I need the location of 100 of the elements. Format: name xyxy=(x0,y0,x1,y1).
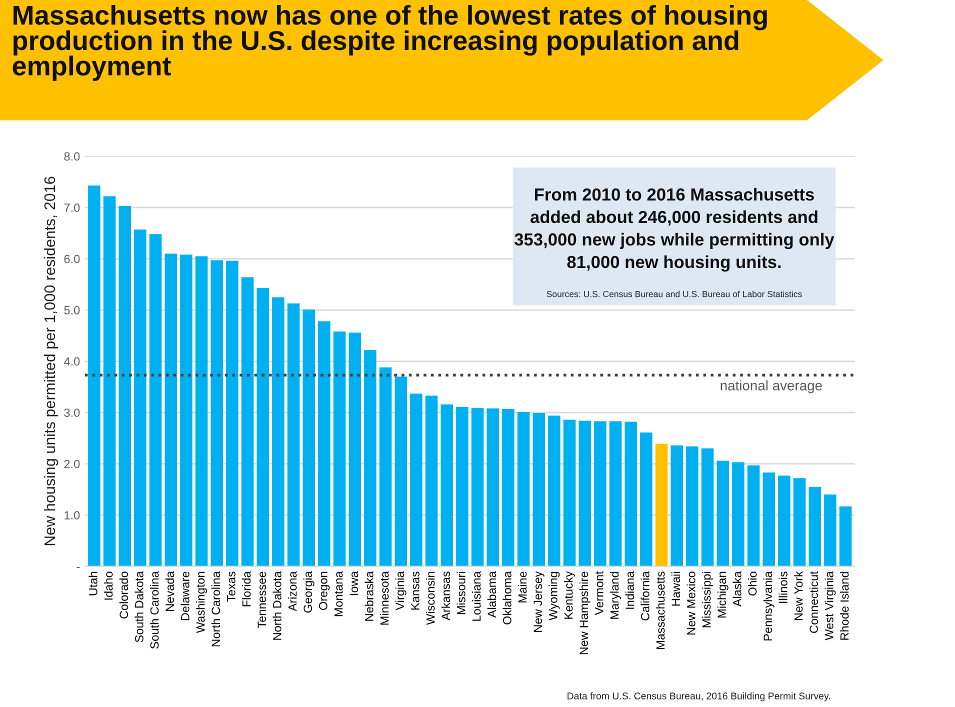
bar xyxy=(732,462,744,566)
x-tick-label: Alaska xyxy=(732,571,742,607)
x-tick-label: New Hampshire xyxy=(579,572,590,654)
y-tick-label: 5.0 xyxy=(64,306,80,314)
bar xyxy=(195,256,208,566)
x-tick-label: Hawaii xyxy=(671,572,680,606)
bar xyxy=(471,408,484,566)
x-tick-label: Florida xyxy=(242,571,251,606)
x-tick-label: Nebraska xyxy=(364,571,374,621)
x-tick-label: Washington xyxy=(196,572,208,634)
bar xyxy=(333,332,346,566)
bar xyxy=(578,420,591,566)
bar xyxy=(563,420,576,566)
bar xyxy=(134,230,146,566)
bar xyxy=(701,448,714,566)
x-tick-label: Tennessee xyxy=(258,572,266,628)
x-tick-label: Idaho xyxy=(104,572,113,600)
bar xyxy=(640,432,652,566)
annotation: From 2010 to 2016 Massachusetts added about 246,000 residents and 353,000 new jobs while permitting only 81,000 new housing units. xyxy=(514,188,834,272)
bar xyxy=(824,494,836,566)
bar xyxy=(609,421,622,566)
bar xyxy=(655,444,668,566)
bar xyxy=(149,234,162,566)
x-tick-label: California xyxy=(640,571,650,620)
bar xyxy=(180,254,192,566)
x-tick-label: Delaware xyxy=(180,572,190,620)
x-tick-label: Wyoming xyxy=(548,572,560,620)
x-tick-label: Maryland xyxy=(610,572,622,619)
bar xyxy=(103,196,116,566)
bar xyxy=(88,185,100,566)
bar xyxy=(318,321,330,566)
x-tick-label: Connecticut xyxy=(809,571,818,633)
x-tick-label: Vermont xyxy=(595,571,604,616)
x-tick-label: Texas xyxy=(227,572,236,602)
x-tick-label: South Dakota xyxy=(134,571,144,642)
x-tick-label: Utah xyxy=(88,572,98,596)
bar xyxy=(348,332,361,566)
x-tick-label: Louisiana xyxy=(472,571,481,621)
x-tick-label: Illinois xyxy=(778,572,788,603)
bar xyxy=(226,260,238,566)
bar xyxy=(716,460,729,566)
bar xyxy=(762,472,775,566)
x-tick-label: Ohio xyxy=(748,572,757,596)
x-tick-label: Arkansas xyxy=(441,572,450,620)
x-tick-label: Indiana xyxy=(625,571,634,609)
bar xyxy=(778,476,790,566)
y-tick-label: 1.0 xyxy=(64,511,80,520)
x-tick-label: Kentucky xyxy=(564,571,576,619)
x-tick-label: Rhode Island xyxy=(840,572,849,640)
y-tick-label: 2.0 xyxy=(64,460,80,468)
bar xyxy=(302,310,315,566)
bar xyxy=(364,350,376,566)
bar xyxy=(379,367,392,566)
y-tick-label: 3.0 xyxy=(64,408,80,417)
x-tick-label: Arizona xyxy=(288,571,297,612)
x-tick-label: South Carolina xyxy=(150,571,159,649)
x-tick-label: Iowa xyxy=(350,571,358,596)
bar xyxy=(548,416,560,566)
x-tick-label: Virginia xyxy=(395,571,406,610)
bar xyxy=(486,408,499,566)
bar xyxy=(394,376,407,566)
x-tick-label: New Jersey xyxy=(534,571,544,632)
bar xyxy=(118,206,131,566)
x-tick-label: Mississippi xyxy=(702,572,714,628)
bar xyxy=(532,413,545,566)
bar xyxy=(624,422,637,566)
bar xyxy=(164,254,177,566)
x-tick-label: Pennsylvania xyxy=(763,571,774,640)
bar xyxy=(241,277,254,566)
x-tick-label: North Carolina xyxy=(211,571,220,646)
x-tick-label: New York xyxy=(794,571,803,620)
x-tick-label: West Virginia xyxy=(824,571,836,640)
x-tick-label: Missouri xyxy=(456,572,466,614)
bar xyxy=(210,260,223,566)
bar xyxy=(517,412,530,566)
y-axis-title: New housing units permitted per 1,000 residents, 2016 xyxy=(44,176,58,546)
x-tick-label: Georgia xyxy=(303,571,314,613)
bar xyxy=(839,506,852,566)
bar xyxy=(670,445,683,566)
text: Data from U.S. Census Bureau, 2016 Building Permit Survey. xyxy=(568,692,830,702)
bar xyxy=(594,421,606,566)
x-tick-label: Oregon xyxy=(319,572,330,610)
x-tick-label: Michigan xyxy=(717,572,728,618)
y-tick-label: 6.0 xyxy=(64,254,80,264)
bar xyxy=(287,303,300,566)
x-tick-label: Massachusetts xyxy=(656,572,665,649)
ref-line-label: national average xyxy=(720,380,822,394)
x-tick-label: Colorado xyxy=(119,572,128,618)
bar xyxy=(440,404,453,566)
x-tick-label: Nevada xyxy=(165,571,174,611)
y-tick-label: 7.0 xyxy=(64,204,80,212)
chart-title: Massachusetts now has one of the lowest rates of housing production in the U.S. despite increasing population and employment xyxy=(12,4,767,81)
x-tick-label: Alabama xyxy=(487,571,496,618)
x-tick-label: Oklahoma xyxy=(502,571,512,624)
x-tick-label: Kansas xyxy=(411,572,420,610)
x-tick-label: Maine xyxy=(518,572,527,602)
bar xyxy=(502,408,514,566)
bar xyxy=(256,288,269,566)
x-tick-label: Minnesota xyxy=(380,571,389,625)
y-tick-label: 4.0 xyxy=(64,357,80,366)
